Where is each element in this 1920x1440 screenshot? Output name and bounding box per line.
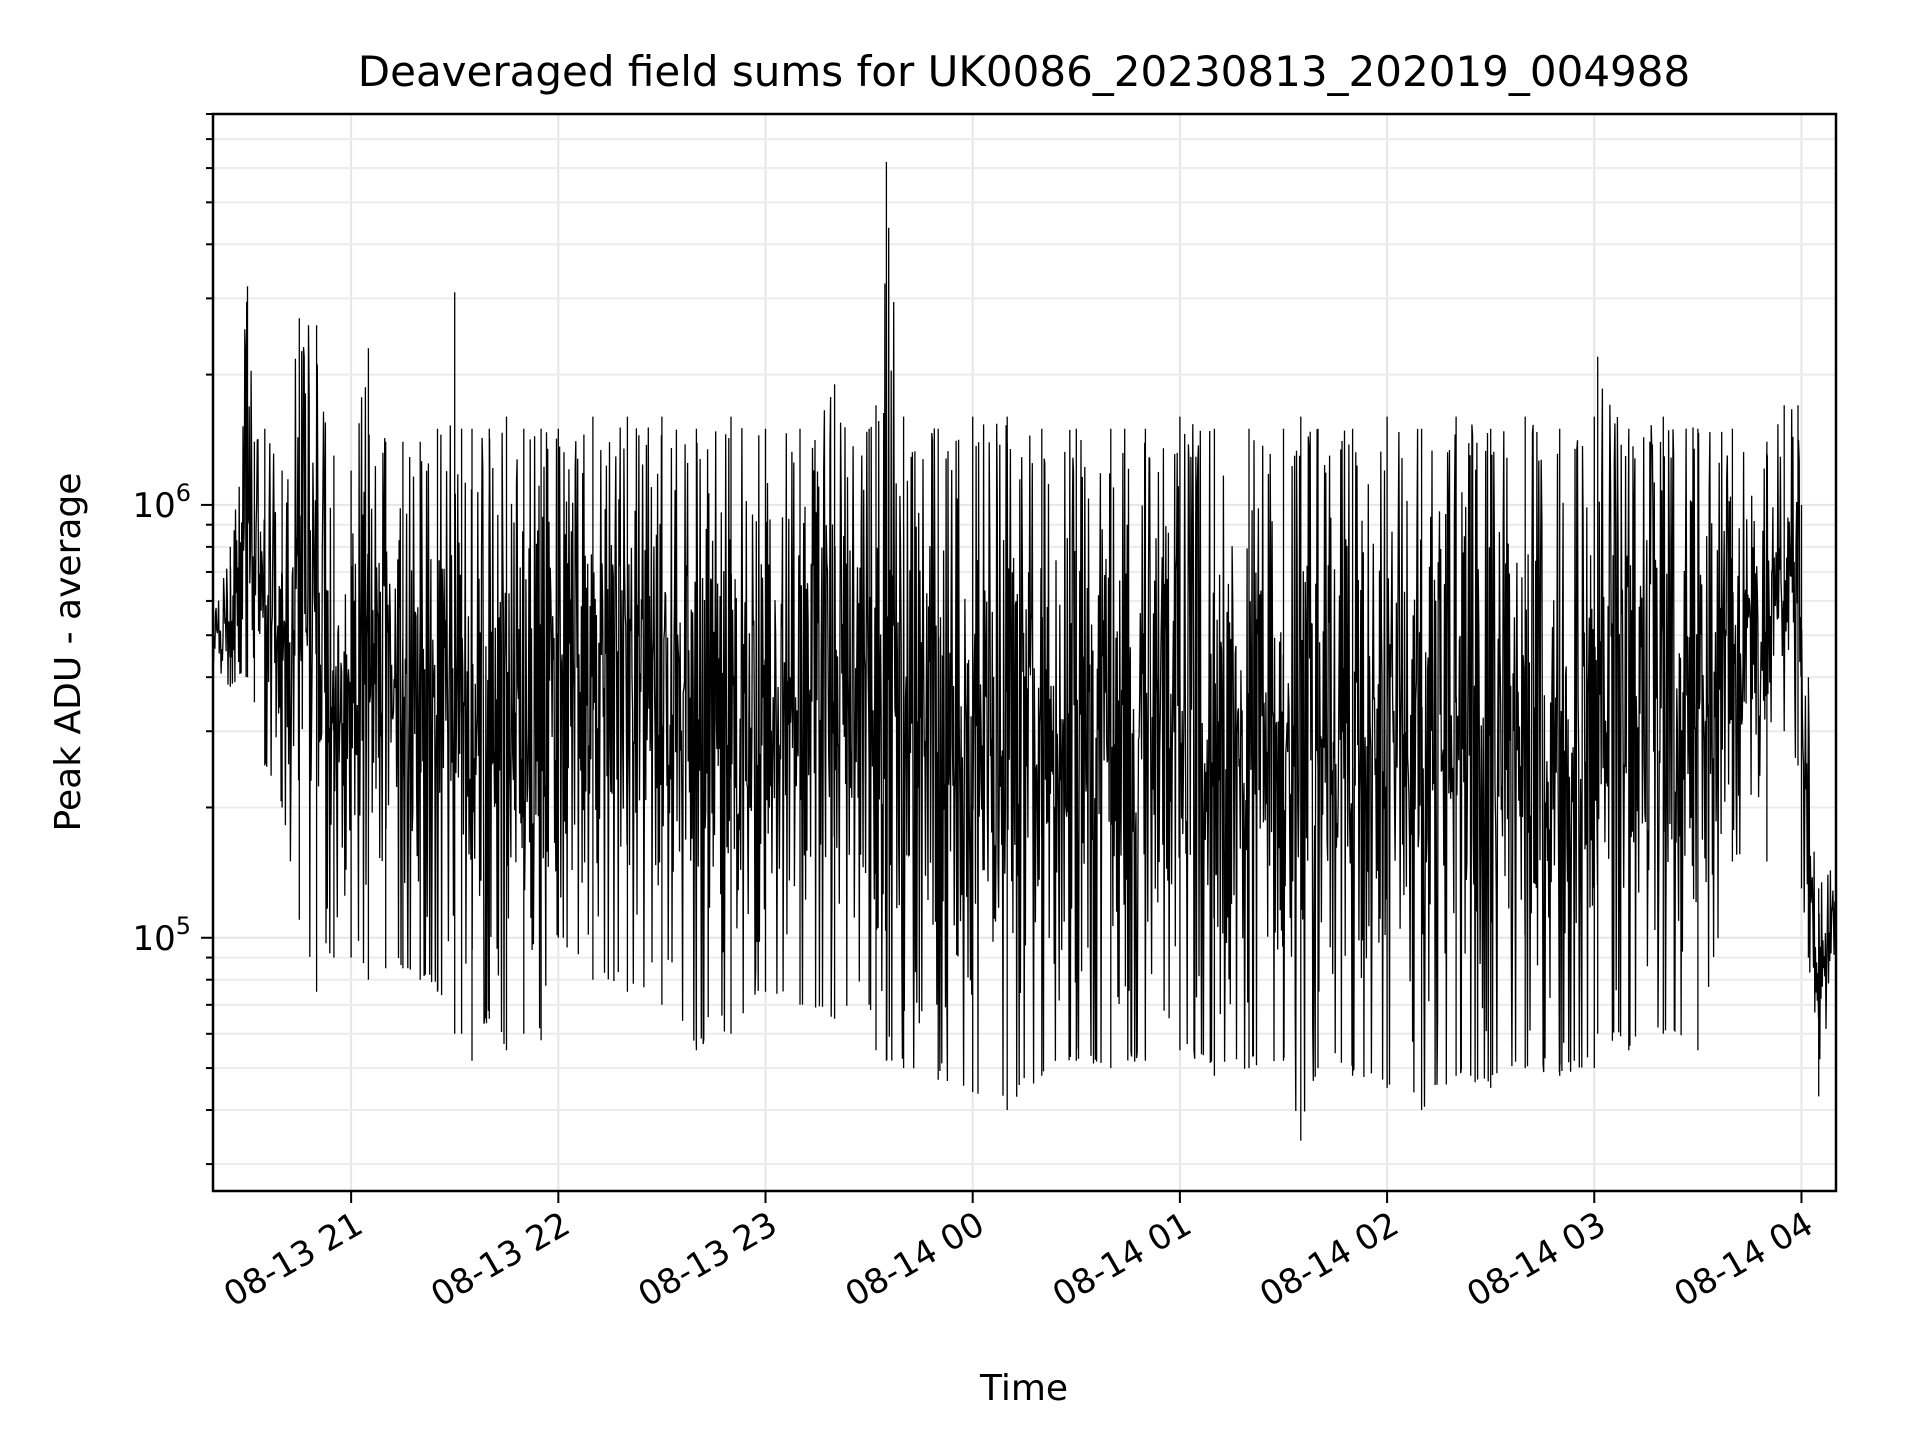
y-tick-exponent: 6 <box>176 479 191 507</box>
y-tick-exponent: 5 <box>176 912 191 940</box>
data-series <box>212 161 1837 1141</box>
y-tick-base: 10 <box>132 919 175 959</box>
y-tick-label: 105 <box>132 912 191 959</box>
plot-frame <box>211 112 1838 1193</box>
x-axis-label: Time <box>979 1368 1068 1409</box>
y-tick-label: 106 <box>132 479 191 526</box>
chart-title: Deaveraged field sums for UK0086_2023081… <box>358 47 1690 96</box>
y-tick-base: 10 <box>132 486 175 526</box>
series-line <box>212 161 1837 1141</box>
y-axis-label: Peak ADU - average <box>48 473 89 832</box>
